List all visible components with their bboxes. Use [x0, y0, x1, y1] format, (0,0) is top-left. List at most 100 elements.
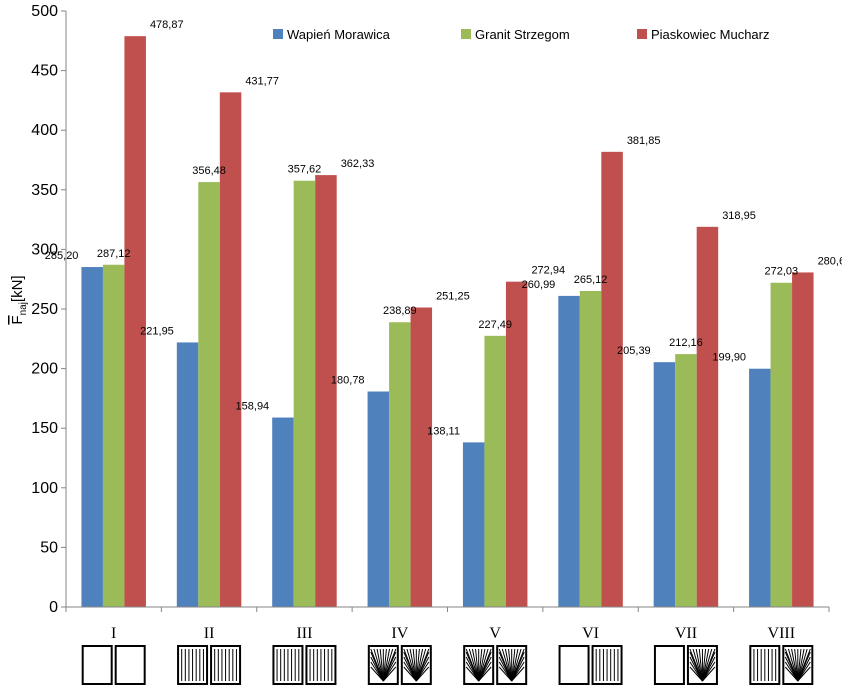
vertical-lines-box-icon [305, 645, 337, 685]
data-label: 180,78 [331, 375, 365, 387]
y-tick-label: 450 [31, 63, 58, 80]
data-label: 251,25 [436, 291, 470, 303]
y-tick-label: 500 [31, 3, 58, 20]
plain-box-icon [114, 645, 146, 685]
bars [81, 36, 814, 608]
bar [315, 175, 337, 607]
data-label: 199,90 [712, 352, 746, 364]
category-icons [81, 645, 814, 685]
axes [65, 11, 830, 612]
category-label: VII [675, 625, 697, 642]
vertical-lines-box-icon [591, 645, 623, 685]
data-label: 287,12 [97, 248, 131, 260]
legend-label: Piaskowiec Mucharz [651, 27, 770, 42]
y-tick-label: 50 [40, 539, 58, 556]
data-label: 158,94 [236, 401, 270, 413]
data-label: 260,99 [522, 279, 556, 291]
bar [462, 442, 485, 607]
data-label: 205,39 [617, 345, 651, 357]
data-label: 478,87 [150, 19, 184, 31]
data-label: 280,66 [818, 255, 842, 267]
y-axis: 0 50 100 150 200 250 300 350 400 450 500 [31, 3, 66, 616]
bar [272, 417, 294, 607]
data-label: 362,33 [341, 158, 375, 170]
data-labels: 285,20 287,12 478,87 221,95 356,48 431,77 158,… [45, 19, 842, 437]
y-axis-label-sub: naj [18, 302, 29, 315]
bar [601, 151, 623, 608]
legend-label: Wapień Morawica [287, 27, 391, 42]
data-label: 212,16 [669, 337, 703, 349]
y-axis-label-unit: [kN] [9, 275, 26, 302]
legend-item: Granit Strzegom [461, 27, 570, 42]
fan-lines-box-icon [400, 645, 432, 685]
data-label: 318,95 [722, 210, 756, 222]
bar [367, 391, 390, 607]
bar [770, 282, 793, 607]
y-tick-label: 250 [31, 301, 58, 318]
y-tick-label: 0 [49, 599, 58, 616]
legend-label: Granit Strzegom [475, 27, 570, 42]
y-tick-label: 350 [31, 182, 58, 199]
data-label: 272,03 [764, 266, 798, 278]
legend-swatch [273, 29, 283, 39]
fan-lines-box-icon [496, 645, 528, 685]
bar [81, 267, 103, 607]
data-label: 227,49 [478, 319, 512, 331]
bar [579, 290, 602, 607]
data-label: 357,62 [288, 164, 322, 176]
y-tick-label: 150 [31, 420, 58, 437]
bar [505, 281, 528, 607]
plain-box-icon [558, 645, 590, 685]
bar [558, 295, 580, 607]
y-tick-label: 300 [31, 241, 58, 258]
category-labels: I II III IV V VI VII VIII [111, 625, 795, 642]
category-label: VIII [768, 625, 796, 642]
bar [176, 342, 199, 607]
category-label: I [111, 625, 116, 642]
bar [653, 362, 676, 607]
plain-box-icon [81, 645, 113, 685]
data-label: 431,77 [245, 75, 279, 87]
legend-swatch [461, 29, 471, 39]
bar [293, 180, 316, 607]
vertical-lines-box-icon [177, 645, 209, 685]
data-label: 265,12 [574, 274, 608, 286]
y-tick-label: 100 [31, 480, 58, 497]
data-label: 272,94 [531, 265, 565, 277]
bar [102, 264, 125, 607]
category-label: VI [582, 625, 599, 642]
category-label: III [296, 625, 312, 642]
plain-box-icon [653, 645, 685, 685]
bar [675, 354, 697, 607]
fan-lines-box-icon [686, 645, 718, 685]
legend-item: Wapień Morawica [273, 27, 391, 42]
bar [198, 182, 220, 607]
data-label: 221,95 [140, 325, 174, 337]
y-tick-label: 400 [31, 122, 58, 139]
fan-lines-box-icon [463, 645, 495, 685]
bar [219, 92, 242, 608]
vertical-lines-box-icon [272, 645, 304, 685]
category-label: V [489, 625, 501, 642]
legend-item: Piaskowiec Mucharz [637, 27, 770, 42]
bar [389, 322, 411, 607]
fan-lines-box-icon [782, 645, 814, 685]
data-label: 381,85 [627, 135, 661, 147]
data-label: 285,20 [45, 250, 79, 262]
y-axis-label: Fnaj[kN] [9, 275, 29, 324]
y-axis-label-main: F [9, 315, 26, 324]
category-label: II [204, 625, 215, 642]
fan-lines-box-icon [367, 645, 399, 685]
vertical-lines-box-icon [210, 645, 242, 685]
bar [124, 36, 146, 608]
vertical-lines-box-icon [749, 645, 781, 685]
category-label: IV [391, 625, 408, 642]
bar [410, 307, 433, 607]
data-label: 138,11 [427, 425, 460, 437]
data-label: 238,89 [383, 305, 417, 317]
bar [696, 226, 719, 608]
bar [792, 272, 814, 607]
data-label: 356,48 [192, 165, 226, 177]
y-tick-label: 200 [31, 361, 58, 378]
bar [484, 335, 506, 607]
